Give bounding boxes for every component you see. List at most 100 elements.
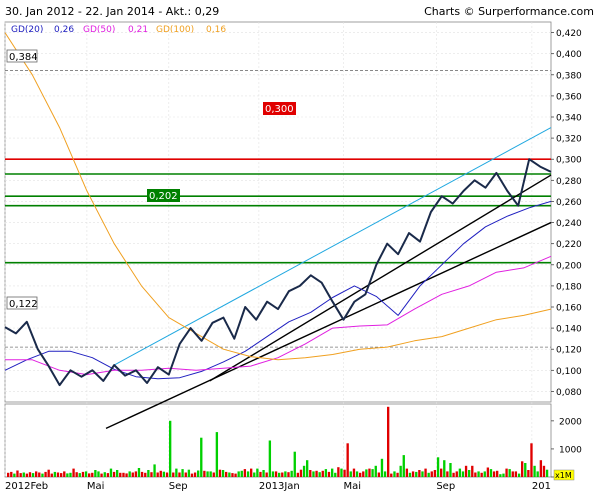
volume-bar [187,469,191,477]
volume-bar [433,470,437,477]
volume-bar [38,472,41,477]
level-0122-text: 0,122 [9,299,38,310]
volume-bar [306,460,309,477]
volume-bar [477,471,480,477]
volume-bar [84,471,88,477]
volume-bar [206,471,209,477]
volume-bar [181,469,184,477]
volume-bar [521,461,524,477]
volume-bar [209,471,212,477]
volume-bar [178,472,181,477]
volume-bar [492,471,496,477]
volume-bar [287,472,290,477]
volume-bar [106,473,110,477]
volume-bar [169,420,172,477]
volume-bar [221,470,225,477]
volume-bar [452,472,455,477]
volume-bar [225,471,228,477]
grid-layer [4,21,552,478]
volume-bar [165,472,169,477]
volume-bar [144,472,147,477]
volume-bar [16,470,19,477]
volume-bar [63,471,66,477]
volume-bar [337,467,340,477]
axis-layer: 0,080 0,100 0,120 0,140 0,160 0,180 0,200 0,220… [5,29,582,492]
volume-bar [368,468,371,477]
volume-bar [41,473,44,477]
volume-bar [228,472,231,477]
volume-bar [539,460,543,477]
volume-bar [340,468,343,477]
volume-bar [536,471,539,477]
legend-gd100-value: 0,16 [206,25,226,35]
volume-bar [343,469,346,477]
volume-bar [193,472,197,477]
volume-bar [281,472,284,477]
volume-bar [172,472,175,477]
volume-bar [35,471,38,477]
volume-bar [461,471,465,477]
volume-bar [524,463,527,477]
volume-bar [387,406,390,477]
volume-bar [184,472,187,477]
volume-bar [147,470,150,477]
volume-bar [346,443,349,477]
volume-bar [436,457,440,477]
y-tick-label: 0,320 [556,135,582,145]
volume-bar [97,471,100,477]
volume-bar [240,470,243,477]
volume-bar [116,470,119,477]
volume-bar [153,464,156,477]
volume-bar [474,472,477,477]
volume-bar [69,472,72,477]
volume-bar [299,469,303,477]
volume-bar [380,458,384,478]
volume-bar [7,472,10,477]
volume-y-tick-label: 1000 [559,445,582,455]
volume-bar [137,468,141,477]
volume-bar [250,468,253,477]
volume-bar [349,471,352,477]
volume-bar [405,468,409,477]
volume-bar [496,470,499,477]
volume-bar [262,470,265,477]
level-0202-text: 0,202 [149,191,178,202]
line-layer [4,32,552,430]
volume-bar [408,472,412,477]
volume-bar [296,472,300,477]
volume-bar [13,473,16,477]
volume-bar [44,471,47,477]
volume-bar [256,468,259,477]
main-plot-frame [4,21,552,403]
volume-y-tick-label: 2000 [559,417,582,427]
volume-bar [156,472,159,477]
series-line-kurs [4,158,552,387]
volume-bar [458,468,462,477]
volume-bar [72,468,75,477]
volume-bar [28,472,32,477]
volume-bar [159,470,162,477]
y-tick-label: 0,240 [556,219,582,229]
y-tick-label: 0,260 [556,198,582,208]
legend-gd50-value: 0,21 [128,25,148,35]
volume-bar [293,451,296,477]
volume-bar [19,473,22,477]
y-tick-label: 0,180 [556,282,582,292]
volume-bar [545,469,549,477]
volume-bar [327,471,331,477]
series-line-gd20 [4,200,552,380]
volume-plot-frame [4,403,552,478]
volume-bar [119,472,122,477]
y-tick-label: 0,160 [556,304,582,314]
volume-bar [150,472,153,477]
level-0300-text: 0,300 [265,104,294,115]
volume-bar [390,473,393,477]
volume-bar [446,471,449,477]
volume-bar [53,471,57,477]
volume-bar [355,471,359,477]
legend-gd20-label: GD(20) [11,25,43,35]
volume-badge: x1M [553,469,575,481]
volume-bar [47,469,50,477]
